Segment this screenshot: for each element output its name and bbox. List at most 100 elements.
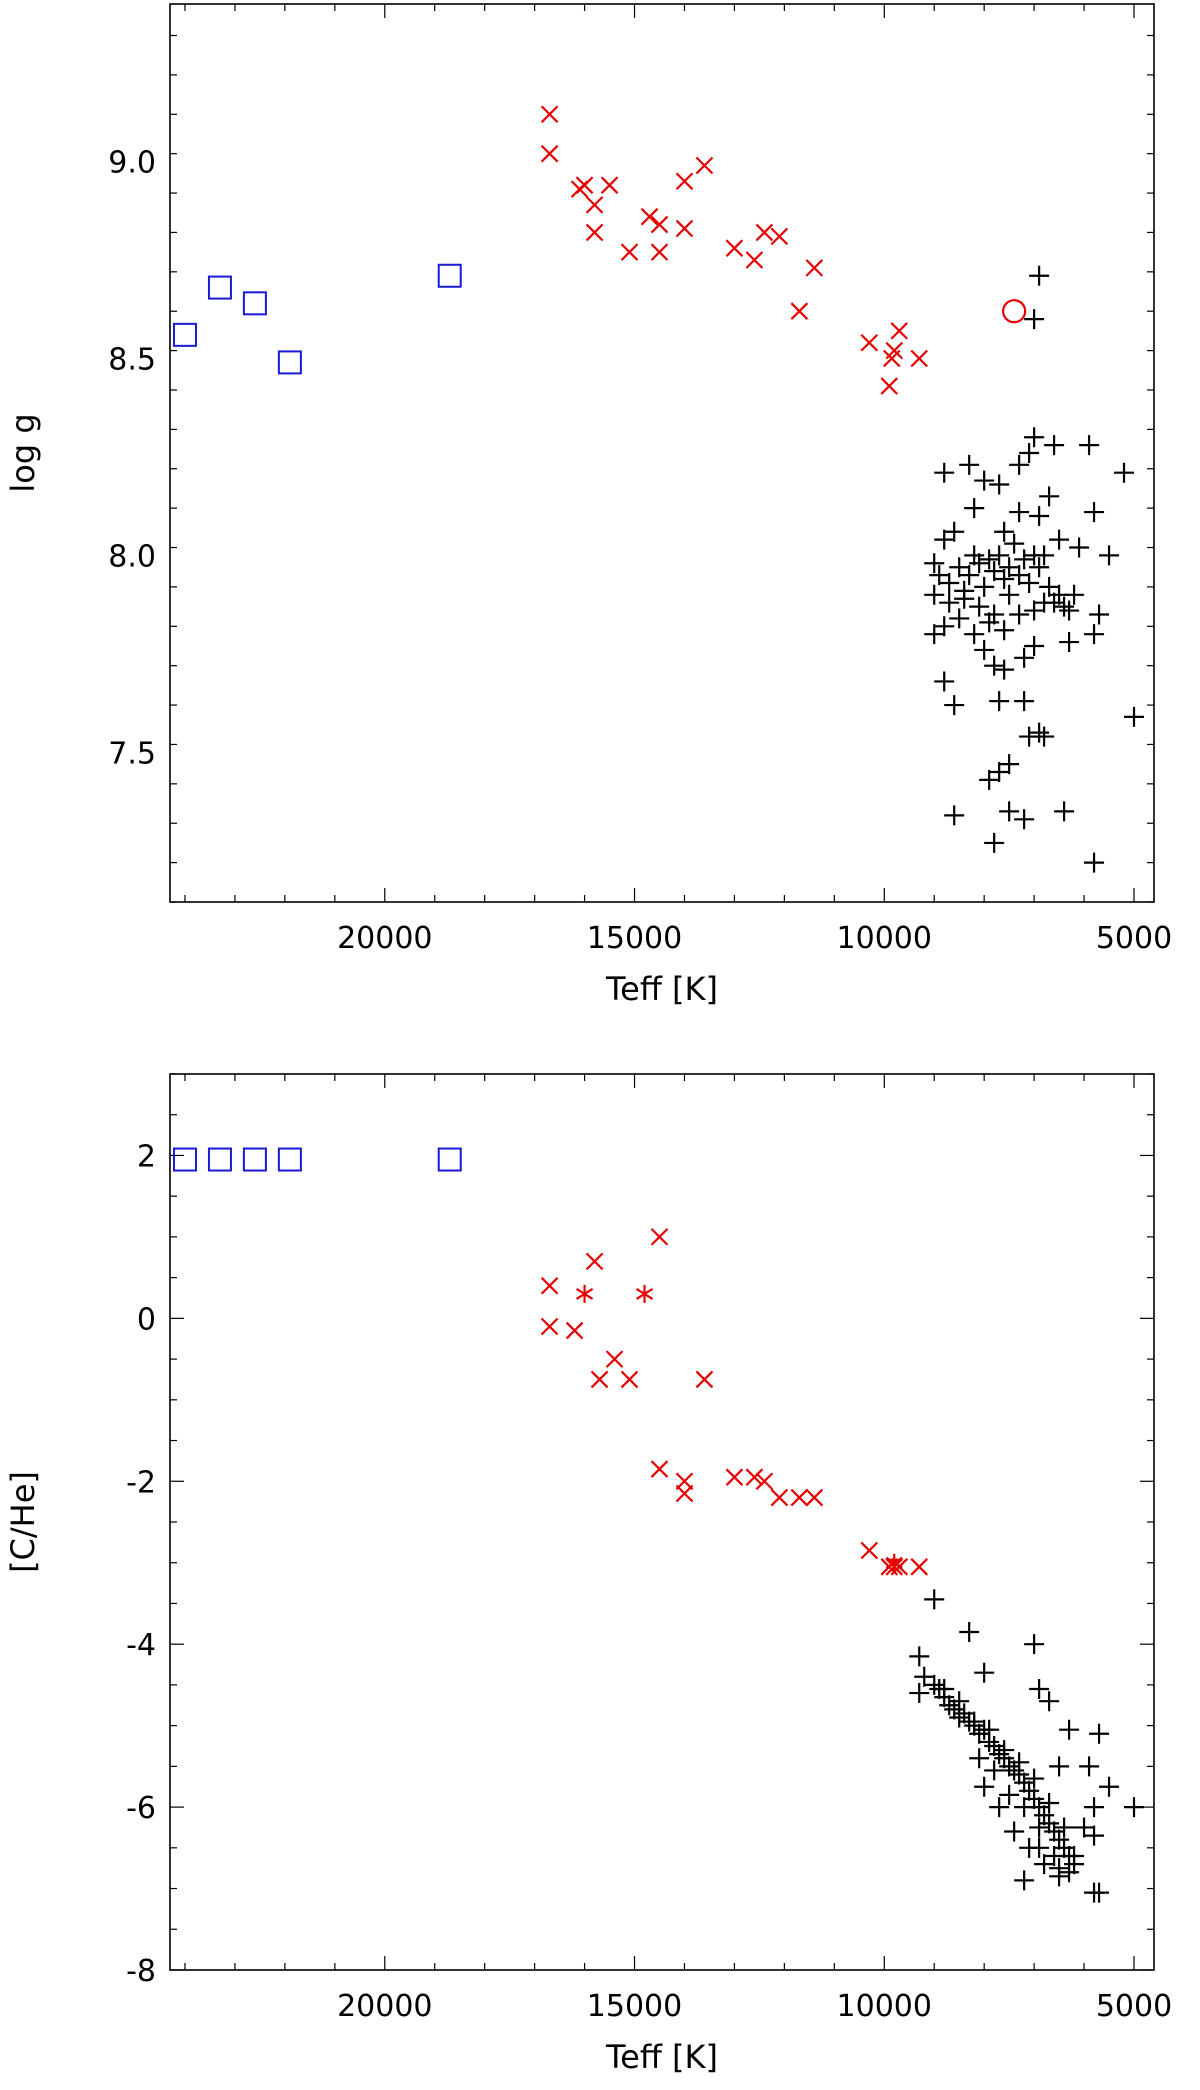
plus-point [984, 1736, 1005, 1756]
plus-point [974, 470, 995, 491]
asterisk-point [575, 1284, 594, 1303]
plus-point [974, 639, 995, 660]
plus-point [984, 832, 1005, 853]
plus-point [1004, 1760, 1025, 1781]
x-point [675, 219, 694, 238]
x-tick-label: 20000 [337, 1989, 432, 2024]
square-point [172, 1147, 197, 1172]
x-axis-label: Teff [K] [605, 970, 718, 1008]
plus-point [1084, 1797, 1105, 1818]
square-point [242, 1147, 267, 1172]
plus-point [1059, 1719, 1080, 1740]
x-point [575, 176, 594, 194]
plus-point [989, 474, 1010, 495]
plus-point [1059, 600, 1080, 621]
x-point [600, 176, 619, 194]
y-tick-label: 8.0 [108, 539, 156, 574]
plus-point [1029, 1678, 1050, 1699]
x-point [540, 144, 559, 163]
plus-point [1024, 1634, 1045, 1655]
plus-point [1009, 454, 1030, 475]
plus-point [1049, 1866, 1070, 1887]
plus-point [1049, 1829, 1070, 1850]
y-tick-label: 7.5 [108, 736, 156, 771]
x-tick-label: 5000 [1096, 1989, 1172, 2024]
square-point [437, 1147, 462, 1172]
plus-point [994, 659, 1015, 680]
x-point [770, 227, 789, 246]
plus-point [1079, 435, 1100, 456]
plus-point [1044, 1821, 1065, 1842]
plus-point [1029, 1817, 1050, 1838]
plus-point [959, 454, 980, 475]
x-point [725, 239, 744, 257]
x-tick-label: 10000 [837, 1989, 932, 2024]
plus-point [914, 1666, 935, 1687]
plus-point [1019, 443, 1040, 463]
plus-point [924, 1589, 945, 1610]
x-point [540, 1277, 559, 1295]
x-point [745, 251, 764, 269]
x-point [590, 1370, 609, 1389]
plus-point [939, 572, 960, 593]
plus-point [984, 604, 1005, 625]
plus-point [1034, 1854, 1055, 1875]
plus-point [974, 576, 995, 597]
plus-point [1029, 722, 1050, 743]
x-axis-label: Teff [K] [605, 2038, 718, 2076]
plus-point [1049, 1756, 1070, 1777]
plus-point [994, 620, 1015, 641]
plus-point [1124, 706, 1145, 727]
plus-point [1004, 1821, 1025, 1842]
x-point [650, 243, 669, 261]
plus-point [989, 1744, 1010, 1765]
plus-point [1054, 1837, 1075, 1858]
plus-point [959, 565, 980, 586]
x-point [540, 1317, 559, 1336]
carbon-abundance-vs-teff-panel: 20000 15000 10000 5000 -8 -6 -4 -2 0 2 Teff [K] [C/… [4, 1073, 1172, 2076]
square-point [437, 263, 462, 288]
x-point [650, 1228, 669, 1246]
plus-point [1024, 309, 1045, 330]
plus-point [1084, 1825, 1105, 1846]
y-tick-label: 8.5 [108, 342, 156, 377]
plus-point [1009, 604, 1030, 625]
x-point [675, 1484, 694, 1503]
plus-point [984, 655, 1005, 676]
plus-point [1044, 435, 1065, 456]
plus-point [999, 557, 1020, 578]
plus-point [1124, 1797, 1145, 1818]
plus-point [1054, 801, 1075, 822]
plus-point [999, 754, 1020, 775]
x-point [605, 1350, 624, 1368]
x-point [790, 302, 809, 320]
plus-point [954, 1703, 975, 1724]
x-point [675, 172, 694, 191]
x-point [695, 156, 714, 175]
plus-point [1009, 1752, 1030, 1773]
plus-point [1019, 1780, 1040, 1801]
plus-point [969, 1748, 990, 1769]
plus-point [989, 691, 1010, 712]
plus-point [1039, 486, 1060, 507]
plus-point [1009, 565, 1030, 586]
plus-point [1014, 549, 1035, 570]
plus-point [1024, 1768, 1045, 1789]
plus-point [934, 671, 955, 692]
plus-point [979, 1719, 1000, 1740]
plus-point [964, 624, 985, 645]
plus-point [949, 557, 970, 578]
plus-point [1059, 1862, 1080, 1883]
plus-point [1014, 691, 1035, 712]
plus-point [959, 1621, 980, 1642]
plus-point [1009, 502, 1030, 523]
plus-point [1034, 1805, 1055, 1826]
y-tick-label: -6 [126, 1791, 156, 1826]
square-point [277, 350, 302, 375]
x-tick-label: 10000 [837, 921, 932, 956]
plus-point [934, 529, 955, 550]
plus-point [1099, 545, 1120, 566]
plus-point [964, 1711, 985, 1732]
y-tick-label: 0 [137, 1302, 156, 1337]
plus-point [1059, 632, 1080, 653]
